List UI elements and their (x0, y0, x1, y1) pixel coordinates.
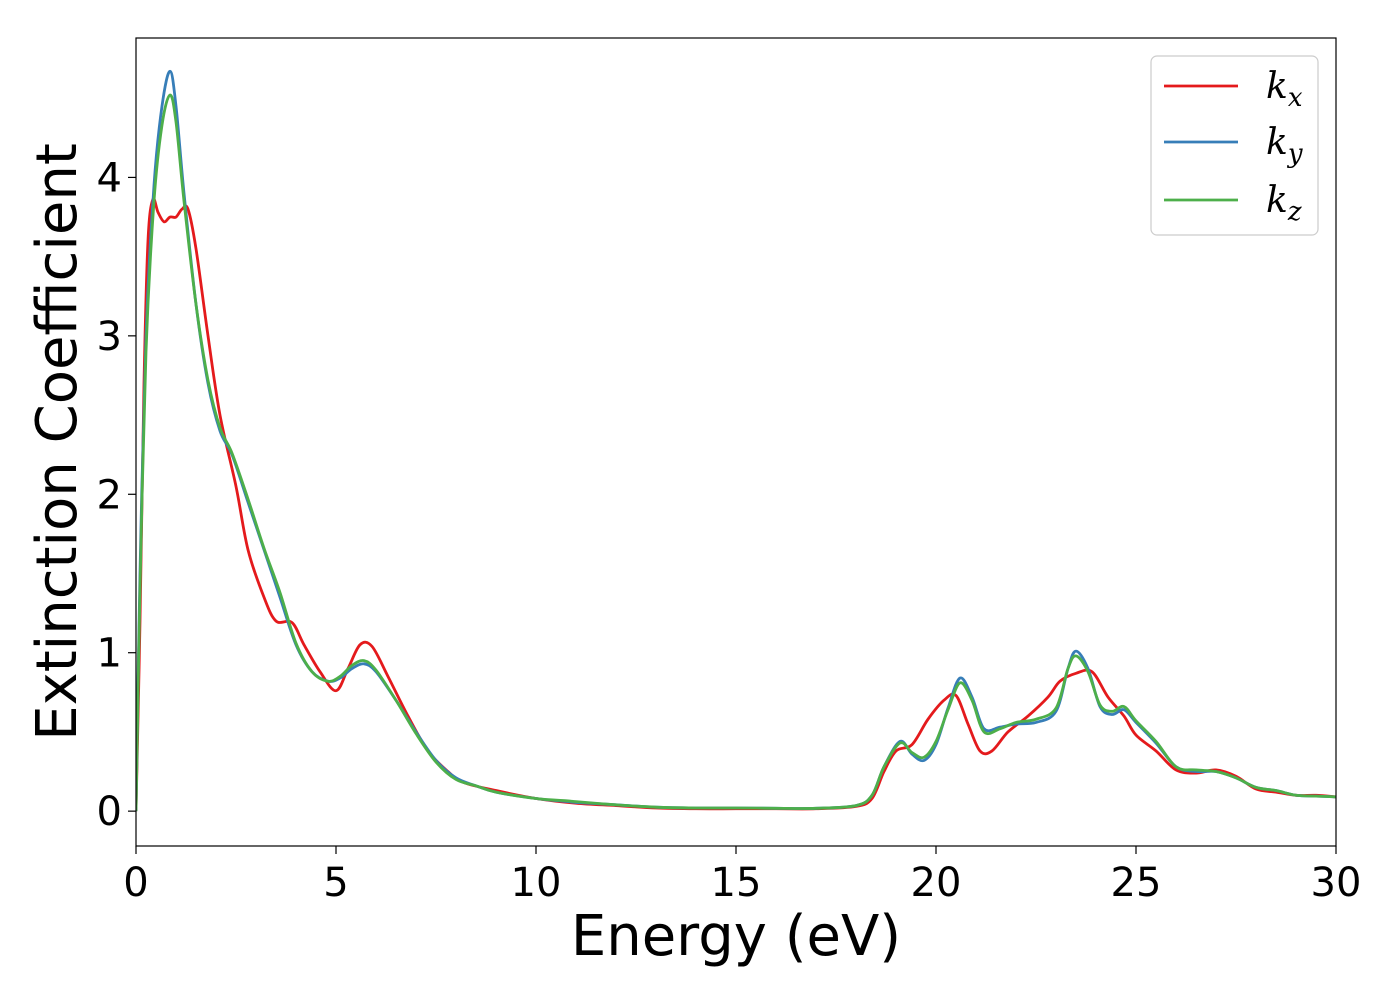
x-tick-label: 5 (323, 860, 348, 906)
x-tick-label: 10 (511, 860, 562, 906)
legend-label-y: ky (1266, 122, 1303, 169)
y-tick-label: 4 (97, 155, 122, 201)
series-line-z (136, 93, 1336, 812)
y-tick-label: 0 (97, 789, 122, 835)
series-layer (136, 69, 1336, 812)
y-tick-label: 1 (97, 631, 122, 677)
x-tick-label: 15 (711, 860, 762, 906)
x-tick-label: 25 (1111, 860, 1162, 906)
x-axis-title: Energy (eV) (571, 904, 901, 969)
y-tick-label: 3 (97, 314, 122, 360)
legend-label-x: kx (1266, 66, 1303, 113)
y-axis-title: Extinction Coefficient (25, 143, 90, 741)
x-tick-label: 20 (911, 860, 962, 906)
series-line-x (136, 197, 1336, 812)
y-tick-label: 2 (97, 472, 122, 518)
x-tick-label: 0 (123, 860, 148, 906)
ticks-layer: 0 5 10 15 20 25 30 0 1 2 3 4 (97, 155, 1362, 906)
legend-box (1150, 55, 1319, 236)
legend: kx ky kz (1150, 55, 1319, 236)
x-tick-label: 30 (1311, 860, 1362, 906)
legend-label-z: kz (1266, 180, 1302, 227)
